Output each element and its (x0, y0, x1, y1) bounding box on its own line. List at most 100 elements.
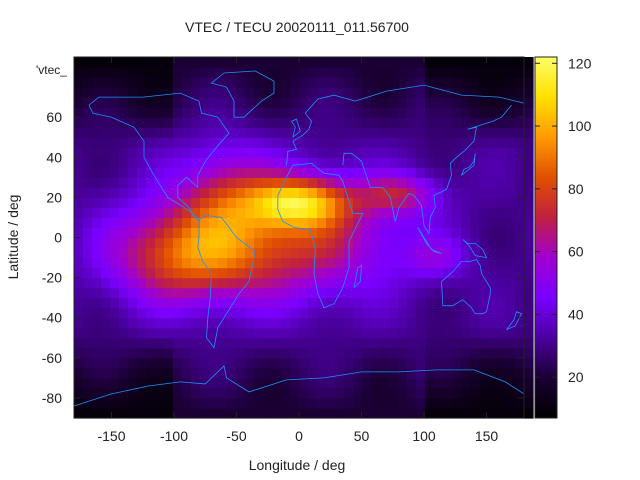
heatmap-cell (155, 237, 165, 249)
heatmap-cell (524, 407, 534, 419)
heatmap-cell (155, 307, 165, 319)
heatmap-cell (308, 357, 318, 369)
heatmap-cell (74, 217, 84, 229)
heatmap-cell (308, 267, 318, 279)
heatmap-cell (443, 67, 453, 78)
heatmap-cell (398, 407, 408, 419)
heatmap-cell (479, 227, 489, 239)
heatmap-cell (290, 297, 300, 309)
heatmap-cell (317, 277, 327, 289)
heatmap-cell (173, 407, 183, 419)
heatmap-cell (236, 347, 246, 359)
heatmap-cell (218, 127, 228, 138)
heatmap-cell (317, 87, 327, 98)
heatmap-cell (245, 227, 255, 239)
heatmap-cell (443, 97, 453, 108)
heatmap-cell (146, 337, 156, 349)
heatmap-cell (254, 357, 264, 369)
heatmap-cell (137, 367, 147, 379)
heatmap-cell (362, 357, 372, 369)
heatmap-cell (524, 247, 534, 259)
heatmap-cell (434, 147, 444, 158)
heatmap-cell (335, 197, 345, 209)
heatmap-cell (119, 167, 129, 178)
x-axis-label: Longitude / deg (249, 457, 346, 473)
heatmap-cell (119, 407, 129, 419)
heatmap-cell (434, 287, 444, 299)
heatmap-cell (353, 257, 363, 269)
heatmap-cell (218, 167, 228, 178)
heatmap-cell (434, 157, 444, 168)
heatmap-cell (137, 397, 147, 409)
heatmap-cell (371, 127, 381, 138)
heatmap-cell (425, 287, 435, 299)
heatmap-cell (326, 147, 336, 158)
heatmap-cell (137, 237, 147, 249)
heatmap-cell (362, 177, 372, 188)
heatmap-cell (155, 77, 165, 88)
heatmap-cell (470, 267, 480, 279)
heatmap-cell (398, 387, 408, 399)
heatmap-cell (290, 57, 300, 68)
heatmap-cell (92, 157, 102, 168)
heatmap-cell (83, 177, 93, 188)
heatmap-cell (398, 237, 408, 249)
heatmap-cell (92, 237, 102, 249)
heatmap-cell (119, 157, 129, 168)
heatmap-cell (173, 347, 183, 359)
heatmap-cell (497, 177, 507, 188)
heatmap-cell (110, 157, 120, 168)
heatmap-cell (452, 407, 462, 419)
heatmap-cell (434, 377, 444, 389)
heatmap-cell (137, 167, 147, 178)
heatmap-cell (434, 137, 444, 148)
heatmap-cell (515, 297, 525, 309)
heatmap-cell (416, 77, 426, 88)
heatmap-cell (371, 207, 381, 219)
heatmap-cell (92, 197, 102, 209)
heatmap-cell (155, 107, 165, 118)
heatmap-cell (443, 327, 453, 339)
heatmap-cell (398, 287, 408, 299)
heatmap-cells (74, 57, 534, 419)
heatmap-cell (380, 257, 390, 269)
heatmap-cell (443, 137, 453, 148)
heatmap-cell (281, 127, 291, 138)
heatmap-cell (101, 407, 111, 419)
heatmap-cell (245, 257, 255, 269)
heatmap-cell (470, 277, 480, 289)
heatmap-cell (245, 407, 255, 419)
heatmap-cell (488, 347, 498, 359)
heatmap-cell (281, 197, 291, 209)
heatmap-cell (515, 237, 525, 249)
heatmap-cell (218, 397, 228, 409)
heatmap-cell (452, 157, 462, 168)
chart-title: VTEC / TECU 20020111_011.56700 (185, 19, 409, 35)
heatmap-cell (362, 247, 372, 259)
heatmap-cell (443, 337, 453, 349)
heatmap-cell (326, 177, 336, 188)
heatmap-cell (434, 367, 444, 379)
heatmap-cell (110, 117, 120, 128)
heatmap-cell (326, 157, 336, 168)
heatmap-cell (479, 407, 489, 419)
heatmap-cell (83, 207, 93, 219)
heatmap-cell (371, 217, 381, 229)
heatmap-cell (416, 297, 426, 309)
heatmap-cell (407, 137, 417, 148)
heatmap-cell (461, 287, 471, 299)
heatmap-cell (74, 227, 84, 239)
heatmap-cell (119, 77, 129, 88)
heatmap-cell (191, 387, 201, 399)
heatmap-cell (497, 137, 507, 148)
heatmap-cell (290, 137, 300, 148)
heatmap-cell (218, 337, 228, 349)
heatmap-cell (227, 77, 237, 88)
heatmap-cell (380, 217, 390, 229)
heatmap-cell (344, 77, 354, 88)
heatmap-cell (146, 397, 156, 409)
heatmap-cell (371, 377, 381, 389)
heatmap-cell (137, 117, 147, 128)
heatmap-cell (92, 287, 102, 299)
heatmap-cell (119, 357, 129, 369)
